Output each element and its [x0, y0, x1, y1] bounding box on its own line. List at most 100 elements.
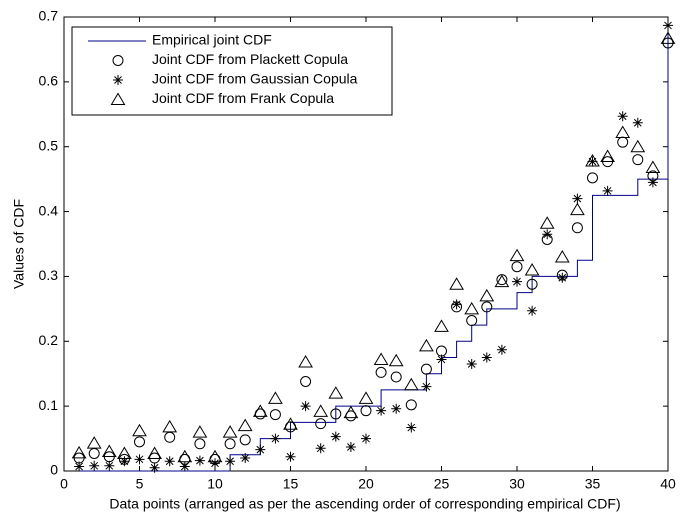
point: [570, 202, 585, 216]
point: [660, 31, 676, 44]
point: [268, 391, 283, 404]
point: [210, 458, 220, 469]
x-tick-label: 20: [358, 476, 374, 492]
point: [511, 261, 523, 273]
point: [479, 288, 495, 302]
point: [149, 462, 160, 473]
point: [526, 278, 538, 290]
legend-box: [71, 26, 393, 116]
point: [615, 125, 631, 138]
point: [255, 444, 266, 455]
x-tick-label: 10: [207, 476, 223, 492]
point: [632, 154, 644, 166]
x-tick-label: 30: [509, 476, 525, 492]
point: [403, 377, 419, 391]
point: [527, 305, 538, 316]
point: [481, 352, 492, 363]
point: [360, 405, 372, 417]
point: [237, 418, 253, 432]
point: [602, 185, 613, 196]
point: [132, 423, 147, 437]
point: [524, 262, 540, 276]
x-tick-label: 35: [585, 476, 601, 492]
point: [542, 229, 553, 240]
point: [419, 338, 434, 352]
legend-label: Joint CDF from Plackett Copula: [152, 51, 348, 67]
x-tick-label: 40: [660, 476, 676, 492]
point: [313, 404, 329, 417]
point: [119, 456, 130, 467]
point: [134, 454, 145, 465]
point: [240, 453, 251, 464]
point: [162, 419, 178, 433]
point: [539, 216, 555, 229]
y-tick-label: 0.4: [39, 202, 59, 218]
x-tick-label: 15: [283, 476, 299, 492]
point: [345, 442, 356, 453]
point: [224, 438, 236, 450]
point: [509, 248, 525, 262]
point: [481, 301, 493, 313]
y-tick-label: 0.3: [39, 267, 59, 283]
point: [464, 301, 480, 315]
legend: Empirical joint CDF Joint CDF from Placke…: [71, 26, 393, 116]
y-tick-label: 0.7: [39, 8, 59, 24]
point: [225, 456, 236, 467]
point: [630, 139, 646, 153]
y-tick-label: 0: [50, 462, 58, 478]
legend-swatch: [110, 92, 126, 105]
x-tick-label: 5: [136, 476, 144, 492]
point: [466, 315, 478, 327]
point: [647, 177, 658, 188]
legend-label: Joint CDF from Frank Copula: [152, 90, 334, 106]
point: [494, 274, 510, 288]
point: [572, 193, 583, 204]
point: [222, 425, 238, 438]
x-axis-label: Data points (arranged as per the ascendi…: [109, 496, 620, 512]
point: [177, 449, 193, 463]
point: [405, 399, 417, 411]
y-tick-label: 0.2: [39, 332, 59, 348]
legend-swatch: [112, 55, 124, 66]
point: [587, 172, 598, 184]
point: [585, 154, 600, 167]
point: [194, 455, 205, 466]
x-tick-label: 0: [60, 476, 68, 492]
point: [434, 319, 449, 332]
point: [375, 366, 387, 378]
point: [298, 355, 313, 368]
point: [164, 456, 175, 467]
point: [373, 352, 389, 365]
point: [496, 344, 507, 355]
point: [391, 403, 402, 414]
point: [179, 461, 190, 472]
y-tick-label: 0.6: [39, 73, 59, 89]
point: [270, 433, 281, 444]
point: [388, 353, 404, 367]
point: [252, 404, 268, 417]
point: [343, 405, 359, 419]
point: [134, 436, 145, 448]
point: [466, 358, 477, 369]
point: [358, 391, 374, 404]
point: [421, 381, 432, 392]
point: [330, 408, 342, 420]
point: [147, 446, 162, 459]
point: [101, 444, 117, 458]
point: [663, 20, 673, 31]
legend-label: Empirical joint CDF: [152, 32, 272, 48]
point: [420, 363, 432, 375]
y-axis-label: Values of CDF: [11, 199, 27, 289]
legend-label: Joint CDF from Gaussian Copula: [152, 71, 358, 87]
point: [239, 434, 251, 446]
point: [376, 405, 387, 416]
point: [283, 417, 298, 430]
point: [406, 422, 417, 433]
point: [285, 451, 296, 462]
point: [436, 354, 447, 365]
y-tick-label: 0.1: [39, 397, 59, 413]
point: [390, 371, 402, 383]
x-tick-label: 25: [434, 476, 450, 492]
point: [86, 436, 102, 449]
